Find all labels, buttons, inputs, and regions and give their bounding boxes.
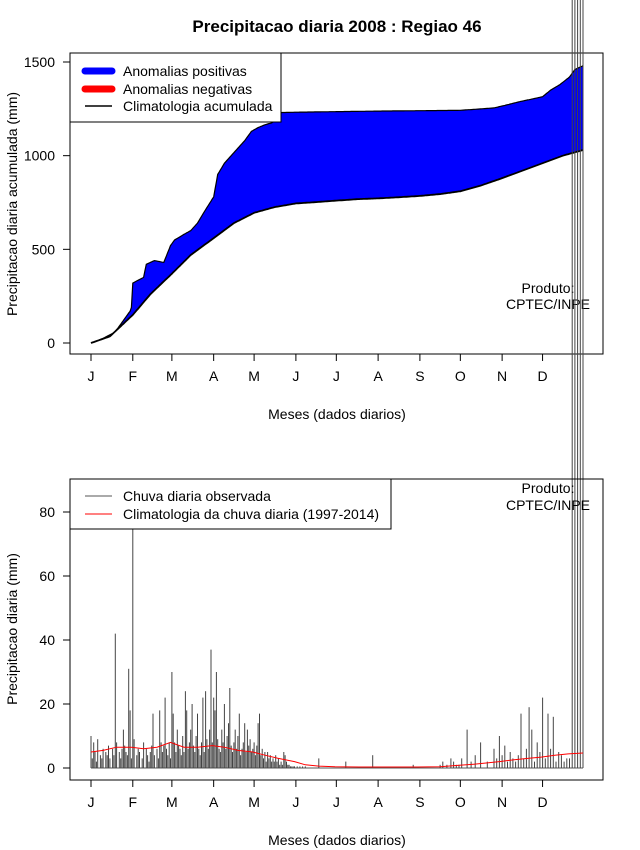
top-x-tick-label: J <box>292 368 299 384</box>
top-x-tick-label: M <box>166 368 178 384</box>
top-x-tick-label: A <box>209 368 219 384</box>
bottom-y-tick-label: 20 <box>39 696 55 712</box>
top-y-tick-label: 1500 <box>24 54 55 70</box>
top-x-tick-label: D <box>537 368 547 384</box>
legend-label-climatology: Climatologia acumulada <box>123 98 273 114</box>
top-x-tick-label: S <box>415 368 424 384</box>
legend-label-negative: Anomalias negativas <box>123 81 252 97</box>
daily-climatology-line <box>90 741 584 768</box>
top-x-tick-label: O <box>455 368 466 384</box>
cumulative-precip-panel: 0 500 1000 1500 J F M A M J J A S O N D Meses (dados d… <box>4 52 604 422</box>
top-x-tick-label: A <box>373 368 383 384</box>
chart-title: Precipitacao diaria 2008 : Regiao 46 <box>192 17 481 36</box>
bottom-plot-area <box>90 0 584 769</box>
bottom-x-tick-label: N <box>497 794 507 810</box>
bottom-x-tick-label: O <box>455 794 466 810</box>
top-x-axis-label: Meses (dados diarios) <box>268 406 406 422</box>
bottom-y-axis: 0 20 40 60 80 <box>39 504 71 776</box>
top-y-tick-label: 500 <box>32 241 56 257</box>
bottom-x-tick-label: J <box>292 794 299 810</box>
bottom-x-tick-label: M <box>248 794 260 810</box>
top-x-tick-label: M <box>248 368 260 384</box>
bottom-legend: Chuva diaria observada Climatologia da c… <box>69 478 392 530</box>
top-y-tick-label: 0 <box>47 335 55 351</box>
legend-label-observed: Chuva diaria observada <box>123 488 271 504</box>
bottom-x-axis-label: Meses (dados diarios) <box>268 832 406 848</box>
bottom-y-tick-label: 60 <box>39 568 55 584</box>
observed-cumulative-line <box>90 65 584 344</box>
bottom-x-tick-label: F <box>129 794 138 810</box>
top-y-tick-label: 1000 <box>24 148 55 164</box>
bottom-x-tick-label: J <box>333 794 340 810</box>
top-plot-area <box>90 65 584 344</box>
bottom-y-tick-label: 40 <box>39 632 55 648</box>
bottom-x-tick-label: J <box>88 794 95 810</box>
top-x-tick-label: J <box>88 368 95 384</box>
bottom-y-tick-label: 80 <box>39 504 55 520</box>
bottom-y-axis-label: Precipitacao diaria (mm) <box>4 553 20 705</box>
top-y-axis-label: Precipitacao diaria acumulada (mm) <box>4 92 20 316</box>
bottom-x-tick-label: D <box>537 794 547 810</box>
top-x-tick-label: N <box>497 368 507 384</box>
positive-anomaly-area <box>91 65 583 343</box>
top-credit-line1: Produto: <box>522 280 575 296</box>
top-x-tick-label: F <box>129 368 138 384</box>
top-legend: Anomalias positivas Anomalias negativas … <box>69 52 282 123</box>
bottom-x-tick-label: A <box>373 794 383 810</box>
climatology-cumulative-line <box>90 149 584 344</box>
top-x-tick-label: J <box>333 368 340 384</box>
bottom-legend-box <box>69 478 392 530</box>
top-y-axis: 0 500 1000 1500 <box>24 54 71 351</box>
bottom-credit-line1: Produto: <box>522 480 575 496</box>
legend-label-daily-climatology: Climatologia da chuva diaria (1997-2014) <box>123 506 379 522</box>
bottom-y-tick-label: 0 <box>47 760 55 776</box>
daily-precip-panel: 0 20 40 60 80 J F M A M J J A S O N D Meses (dados diar… <box>4 0 604 848</box>
bottom-x-tick-label: S <box>415 794 424 810</box>
bottom-x-tick-label: M <box>166 794 178 810</box>
legend-label-positive: Anomalias positivas <box>123 63 247 79</box>
top-credit-line2: CPTEC/INPE <box>506 296 590 312</box>
bottom-x-tick-label: A <box>209 794 219 810</box>
bottom-credit-line2: CPTEC/INPE <box>506 497 590 513</box>
